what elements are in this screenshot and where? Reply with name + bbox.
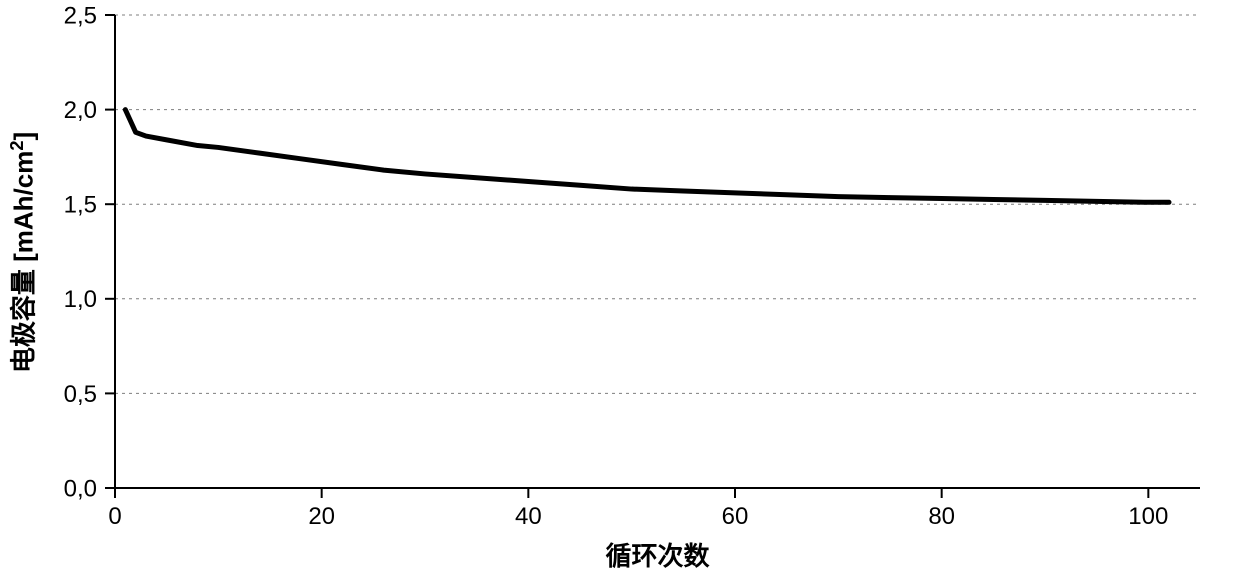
x-tick-label: 20 [308, 503, 335, 530]
x-tick-label: 60 [722, 503, 749, 530]
y-tick-label: 0,0 [64, 475, 97, 502]
chart-container: 0 20 40 60 80 100 0,0 0,5 1,0 1,5 2,0 2,5 电极容量 [mAh… [0, 0, 1239, 574]
x-axis-title: 循环次数 [115, 536, 1200, 573]
y-tick-label: 2,0 [64, 97, 97, 124]
y-axis-title: 电极容量 [mAh/cm2] [4, 102, 41, 402]
y-tick-label: 2,5 [64, 2, 97, 29]
x-tick-label: 80 [928, 503, 955, 530]
y-tick-label: 1,5 [64, 192, 97, 219]
x-tick-label: 0 [108, 503, 121, 530]
x-tick-label: 40 [515, 503, 542, 530]
y-tick-label: 1,0 [64, 286, 97, 313]
plot-background [115, 15, 1200, 488]
x-tick-label: 100 [1128, 503, 1168, 530]
chart-svg: 0 20 40 60 80 100 0,0 0,5 1,0 1,5 2,0 2,5 [0, 0, 1239, 574]
y-tick-label: 0,5 [64, 381, 97, 408]
